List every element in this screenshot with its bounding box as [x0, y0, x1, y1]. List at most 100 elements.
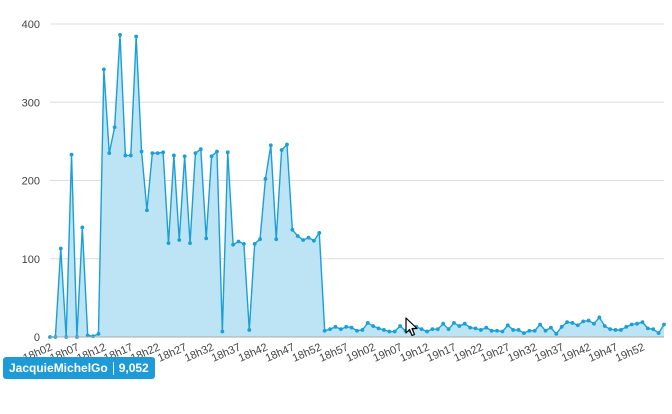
- data-point: [608, 327, 613, 332]
- data-point: [91, 334, 95, 339]
- data-point: [161, 150, 166, 155]
- data-point: [511, 328, 516, 332]
- data-point: [624, 324, 629, 329]
- data-point: [85, 333, 90, 338]
- data-point: [398, 324, 402, 328]
- data-point: [602, 324, 607, 328]
- data-point: [581, 319, 586, 324]
- data-point: [468, 325, 473, 330]
- data-point: [382, 328, 386, 332]
- data-point: [69, 152, 74, 157]
- y-tick-label: 200: [22, 176, 40, 188]
- data-point: [635, 321, 639, 326]
- data-point: [128, 153, 133, 158]
- data-point: [570, 321, 575, 325]
- series-area: [50, 34, 664, 337]
- data-point: [139, 149, 144, 154]
- data-point: [495, 328, 499, 333]
- data-point: [435, 327, 440, 332]
- data-point: [365, 321, 370, 325]
- data-point: [489, 328, 494, 333]
- data-point: [425, 329, 429, 334]
- data-point: [258, 237, 262, 242]
- data-point: [360, 328, 365, 332]
- data-point: [338, 327, 343, 332]
- series-tag-count: 9,052: [118, 361, 149, 375]
- data-point: [543, 328, 548, 333]
- data-point: [387, 329, 392, 334]
- data-point: [640, 320, 645, 325]
- x-tick-label: 19h52: [614, 341, 647, 364]
- data-point: [96, 331, 101, 336]
- data-point: [522, 331, 526, 335]
- data-point: [478, 328, 483, 332]
- data-point: [473, 326, 478, 331]
- data-point: [392, 329, 397, 334]
- data-point: [101, 67, 106, 72]
- data-point: [355, 328, 359, 333]
- data-point: [285, 142, 289, 147]
- data-point: [220, 329, 225, 334]
- mouse-pointer-icon: [405, 317, 418, 337]
- data-point: [452, 321, 456, 325]
- data-point: [312, 238, 316, 243]
- data-point: [193, 151, 198, 156]
- data-point: [575, 323, 580, 328]
- data-point: [597, 315, 602, 320]
- data-point: [619, 328, 623, 332]
- data-point: [215, 149, 219, 154]
- data-point: [548, 325, 553, 330]
- data-point: [554, 331, 559, 336]
- data-point: [592, 321, 596, 326]
- data-point: [134, 34, 139, 39]
- data-point: [236, 239, 241, 244]
- series-tag-divider: [112, 361, 114, 375]
- data-point: [182, 154, 187, 159]
- data-point: [155, 151, 160, 156]
- data-point: [371, 324, 376, 328]
- data-point: [446, 327, 451, 332]
- data-point: [538, 322, 543, 327]
- y-tick-label: 100: [22, 254, 40, 266]
- data-point: [376, 326, 381, 331]
- data-point: [565, 320, 569, 325]
- data-point: [58, 246, 63, 251]
- data-point: [656, 331, 661, 335]
- data-point: [322, 328, 327, 333]
- data-point: [166, 241, 171, 246]
- data-point: [645, 326, 650, 331]
- data-point: [198, 147, 203, 152]
- data-point: [145, 208, 149, 213]
- data-point: [252, 241, 257, 246]
- data-point: [263, 177, 268, 181]
- data-point: [629, 322, 634, 327]
- series-tag-name: JacquieMichelGo: [9, 361, 108, 375]
- data-point: [344, 324, 349, 329]
- data-point: [441, 321, 446, 326]
- data-point: [419, 327, 424, 332]
- data-point: [112, 125, 117, 130]
- data-point: [306, 235, 311, 240]
- data-point: [231, 242, 236, 247]
- data-point: [328, 327, 332, 332]
- data-point: [188, 241, 192, 246]
- data-point: [527, 328, 532, 333]
- data-point: [279, 148, 284, 152]
- data-point: [295, 234, 300, 238]
- data-point: [462, 321, 467, 326]
- data-point: [204, 236, 209, 241]
- data-point: [651, 327, 656, 332]
- series-tag[interactable]: JacquieMichelGo 9,052: [3, 357, 155, 379]
- data-point: [301, 238, 306, 242]
- data-point: [123, 153, 128, 158]
- data-point: [107, 151, 112, 156]
- data-point: [430, 327, 435, 332]
- data-point: [268, 143, 273, 148]
- data-point: [559, 324, 564, 329]
- data-point: [290, 227, 295, 232]
- data-point: [177, 238, 182, 242]
- y-tick-label: 400: [22, 19, 40, 31]
- data-point: [80, 225, 85, 230]
- data-point: [225, 150, 230, 155]
